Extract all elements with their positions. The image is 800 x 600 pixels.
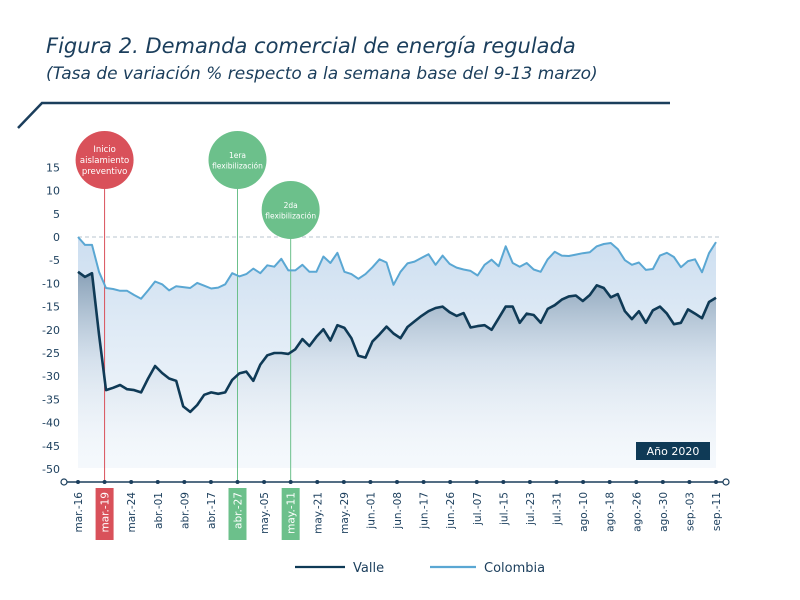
legend-label-valle: Valle [353,561,384,576]
x-tick-label: abr.-09 [179,492,191,529]
x-tick [341,480,346,484]
decorative-header-line [17,101,670,129]
x-tick [554,480,559,484]
y-tick-label: 5 [53,208,60,221]
year-badge-label: Año 2020 [647,445,700,458]
x-tick-label: abr.-17 [206,492,218,529]
x-tick [262,480,267,484]
x-tick [155,480,160,484]
x-tick-label: jun.-17 [419,492,431,530]
x-tick-label: jul.-31 [552,492,564,526]
marker-label: 1era [229,151,246,160]
y-tick-label: -20 [42,324,60,337]
x-tick [76,480,80,484]
x-tick-label: jun.-08 [392,492,404,530]
chart-subtitle: (Tasa de variación % respecto a la seman… [46,64,598,84]
marker-label: 2da [284,201,298,210]
marker-circle [261,181,320,239]
series-line-valle [77,270,717,414]
x-tick [501,480,506,484]
x-tick-label: jul.-07 [472,492,484,526]
x-tick [288,480,293,484]
x-tick-label: sep.-11 [711,492,723,531]
x-tick-label: may.-21 [312,492,324,534]
y-tick-label: 0 [53,231,60,244]
x-tick-highlight [228,488,247,540]
x-tick-label: sep.-03 [684,492,696,531]
x-tick [235,480,240,484]
x-tick-highlight [95,488,114,540]
x-tick [421,480,426,484]
x-tick [129,480,134,484]
marker-label: Inicio [93,145,116,155]
x-tick-highlight [281,488,300,540]
y-tick-label: -30 [42,370,60,383]
x-tick [448,480,453,484]
x-tick-label: mar.-19 [100,492,112,533]
x-tick [368,480,373,484]
x-tick-label: mar.-16 [73,492,85,533]
marker-label: flexibilización [265,211,316,220]
marker-label: flexibilización [212,161,263,170]
y-tick-label: 10 [46,185,60,198]
x-tick-label: ago.-30 [658,492,670,532]
x-tick [182,480,187,484]
y-tick-label: -50 [42,463,60,476]
x-tick [474,480,479,484]
x-tick-label: ago.-10 [578,492,590,532]
x-tick [395,480,399,484]
x-tick-label: may.-11 [286,492,298,534]
y-tick-label: -35 [42,393,60,406]
x-tick-label: jul.-15 [498,492,510,526]
axis-end-cap [722,478,730,486]
y-tick-label: -25 [42,347,60,360]
x-tick [687,480,692,484]
x-tick [714,480,718,484]
chart-title: Figura 2. Demanda comercial de energía r… [46,34,576,58]
x-tick-label: ago.-18 [605,492,617,532]
x-tick [102,480,107,484]
x-tick [315,480,320,484]
x-tick-label: ago.-26 [631,492,643,532]
x-tick [581,480,586,484]
x-tick-label: may.-05 [259,492,271,534]
axis-end-cap [60,478,68,486]
y-tick-label: -5 [49,254,60,267]
x-tick-label: jun.-01 [365,492,377,530]
marker-label: aislamiento [80,156,129,166]
y-tick-label: -10 [42,277,60,290]
marker-label: preventivo [82,167,128,177]
legend-label-colombia: Colombia [484,561,545,576]
x-tick [660,480,665,484]
x-tick-label: mar.-24 [126,492,138,533]
x-tick-label: jul.-23 [525,492,537,526]
x-tick [208,480,213,484]
x-tick-label: jun.-26 [445,492,457,530]
x-tick-label: abr.-01 [153,492,165,529]
marker-circle [208,131,267,189]
x-tick-label: abr.-27 [233,492,245,529]
y-tick-label: -45 [42,440,60,453]
y-tick-label: -40 [42,417,60,430]
x-tick [527,480,532,484]
series-line-colombia [77,236,717,300]
x-tick [634,480,639,484]
x-tick-label: may.-29 [339,492,351,534]
y-tick-label: -15 [42,301,60,314]
marker-circle [75,131,134,189]
year-badge [636,442,710,460]
y-tick-label: 15 [46,161,60,174]
x-tick [607,480,612,484]
